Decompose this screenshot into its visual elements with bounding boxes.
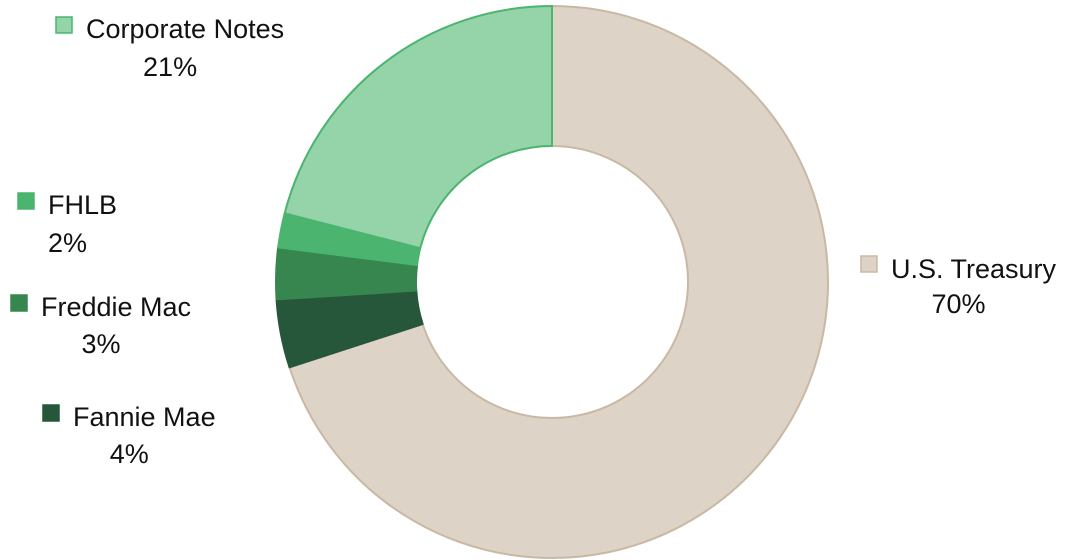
label-value-fhlb: 2% <box>48 228 87 258</box>
label-group-fhlb: FHLB 2% <box>17 190 117 258</box>
label-group-freddie-mac: Freddie Mac 3% <box>10 292 191 359</box>
legend-swatch-freddie-mac <box>10 294 28 312</box>
label-name-fannie-mae: Fannie Mae <box>73 402 216 432</box>
label-name-corporate-notes: Corporate Notes <box>86 14 284 44</box>
legend-swatch-fhlb <box>17 192 35 210</box>
slice-corporate-notes <box>283 5 553 250</box>
label-value-u-s-treasury: 70% <box>932 289 986 319</box>
slice-labels: U.S. Treasury 70% Fannie Mae 4% Freddie Mac 3… <box>10 14 1057 469</box>
legend-swatch-u-s-treasury <box>860 255 878 273</box>
label-name-u-s-treasury: U.S. Treasury <box>891 254 1057 284</box>
label-name-freddie-mac: Freddie Mac <box>41 292 191 322</box>
label-group-u-s-treasury: U.S. Treasury 70% <box>860 254 1057 319</box>
legend-swatch-corporate-notes <box>55 16 73 34</box>
label-value-freddie-mac: 3% <box>82 329 121 359</box>
legend-swatch-fannie-mae <box>42 404 60 422</box>
label-group-corporate-notes: Corporate Notes 21% <box>55 14 284 82</box>
label-name-fhlb: FHLB <box>48 190 117 220</box>
donut-slices <box>275 5 829 559</box>
label-group-fannie-mae: Fannie Mae 4% <box>42 402 216 469</box>
label-value-corporate-notes: 21% <box>143 52 197 82</box>
slice-u-s-treasury <box>288 5 829 559</box>
label-value-fannie-mae: 4% <box>110 439 149 469</box>
